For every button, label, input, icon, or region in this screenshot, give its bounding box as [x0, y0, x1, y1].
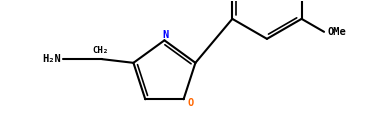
Text: OMe: OMe	[327, 27, 346, 37]
Text: H₂N: H₂N	[43, 54, 61, 64]
Text: CH₂: CH₂	[92, 46, 108, 55]
Text: O: O	[187, 98, 193, 108]
Text: N: N	[162, 30, 168, 40]
